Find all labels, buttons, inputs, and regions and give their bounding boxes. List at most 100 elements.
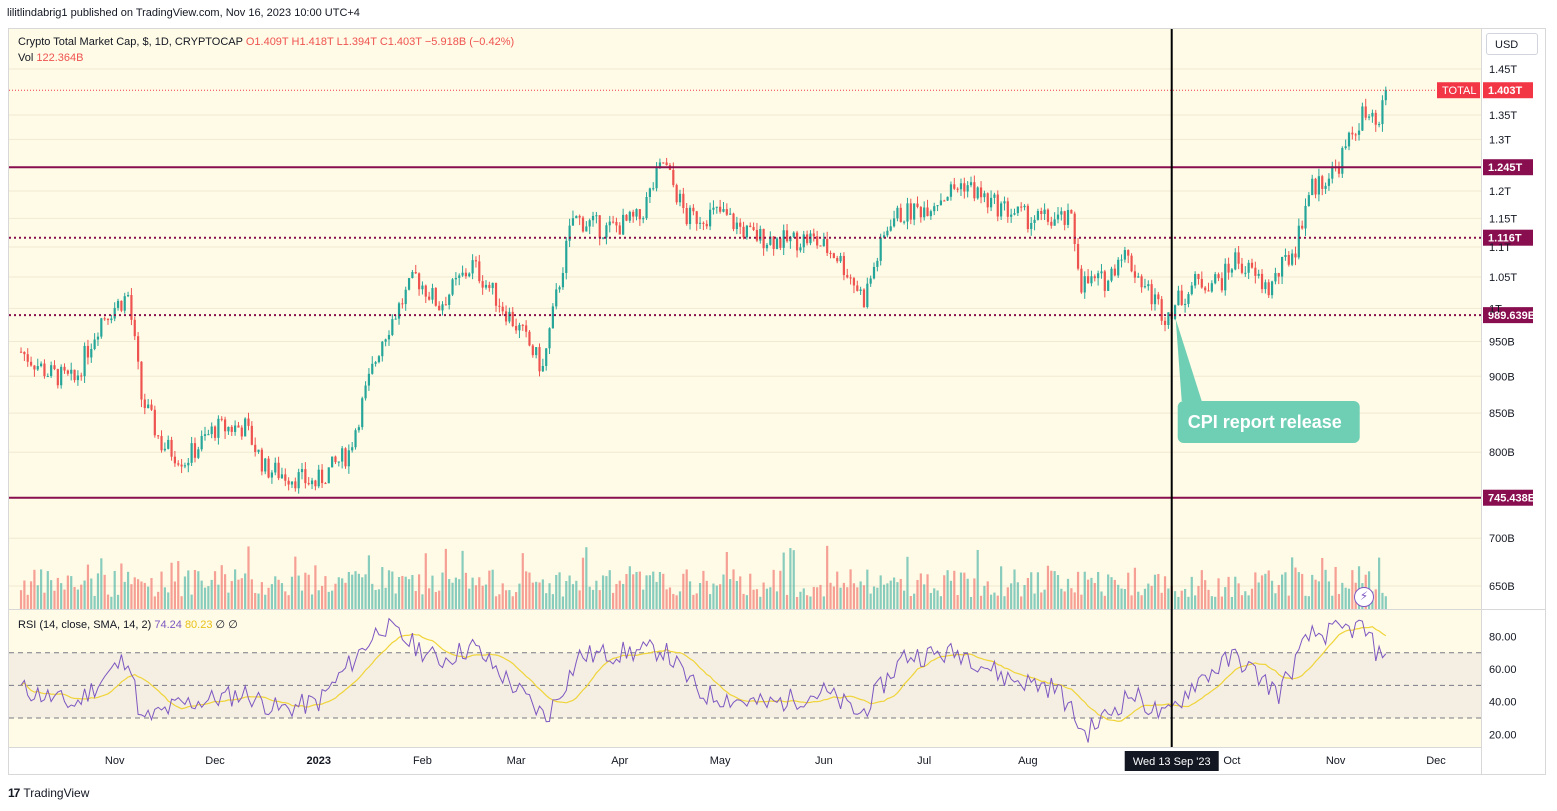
currency-button[interactable]: USD bbox=[1486, 33, 1538, 55]
volume-bar bbox=[983, 585, 986, 609]
candle-body bbox=[1180, 290, 1183, 305]
volume-bar bbox=[1217, 578, 1220, 609]
volume-bar bbox=[468, 588, 471, 609]
candle-body bbox=[471, 260, 474, 274]
candle-body bbox=[431, 288, 434, 300]
candle-body bbox=[56, 369, 59, 386]
volume-bar bbox=[551, 594, 554, 609]
volume-bar bbox=[143, 582, 146, 609]
volume-bar bbox=[53, 590, 56, 609]
volume-bar bbox=[428, 588, 431, 609]
volume-bar bbox=[889, 580, 892, 609]
volume-bar bbox=[1080, 594, 1083, 609]
candle-body bbox=[1177, 290, 1180, 306]
candle-body bbox=[913, 203, 916, 220]
volume-bar bbox=[1250, 588, 1254, 609]
price-tick-3: 1.2T bbox=[1489, 186, 1511, 198]
tradingview-brand[interactable]: 17 TradingView bbox=[8, 786, 89, 800]
volume-bar bbox=[1214, 596, 1217, 609]
volume-bar bbox=[103, 574, 106, 609]
candle-body bbox=[652, 188, 655, 190]
volume-bar bbox=[829, 582, 832, 609]
candle-body bbox=[752, 227, 755, 230]
volume-bar bbox=[628, 566, 631, 609]
volume-bar bbox=[341, 578, 344, 609]
volume-bar bbox=[1076, 571, 1080, 609]
price-tick-2: 1.3T bbox=[1489, 134, 1511, 146]
candle-body bbox=[832, 253, 835, 258]
volume-bar bbox=[735, 580, 738, 609]
volume-bar bbox=[1140, 595, 1143, 609]
volume-bar bbox=[1066, 578, 1070, 609]
volume-bar bbox=[946, 570, 949, 609]
last-price-tag-label: 1.403T bbox=[1488, 85, 1523, 97]
candle-body bbox=[1344, 146, 1347, 149]
time-tick-4: Mar bbox=[507, 755, 526, 767]
candle-body bbox=[387, 334, 391, 340]
candle-body bbox=[849, 277, 852, 279]
volume-bar bbox=[1284, 572, 1287, 609]
candle-body bbox=[949, 184, 953, 197]
price-tick-9: 900B bbox=[1489, 371, 1515, 383]
volume-bar bbox=[1030, 572, 1033, 609]
candle-body bbox=[1281, 257, 1284, 277]
candle-body bbox=[548, 328, 551, 349]
candle-body bbox=[317, 469, 320, 487]
volume-bar bbox=[494, 596, 498, 609]
volume-bar bbox=[919, 573, 922, 609]
volume-bar bbox=[1344, 587, 1347, 609]
candle-body bbox=[1378, 124, 1381, 126]
volume-bar bbox=[150, 578, 153, 609]
volume-bar bbox=[491, 569, 494, 609]
time-tick-10: Oct bbox=[1223, 755, 1240, 767]
candle-body bbox=[789, 236, 792, 242]
volume-bar bbox=[193, 569, 197, 609]
lightning-icon[interactable]: ⚡ bbox=[1354, 587, 1374, 607]
candle-body bbox=[1361, 106, 1364, 131]
candle-body bbox=[1307, 195, 1310, 206]
last-price-tag bbox=[1483, 82, 1533, 99]
volume-bar bbox=[785, 594, 789, 609]
candle-body bbox=[217, 418, 220, 438]
volume-bar bbox=[183, 576, 187, 609]
candle-body bbox=[284, 474, 287, 481]
volume-bar bbox=[173, 581, 177, 609]
volume-bar bbox=[438, 590, 441, 609]
candle-body bbox=[103, 318, 106, 320]
candle-body bbox=[812, 233, 815, 237]
candle-body bbox=[1043, 209, 1046, 214]
candle-body bbox=[1381, 100, 1384, 125]
candle-body bbox=[672, 169, 675, 186]
candle-body bbox=[816, 236, 819, 246]
candle-body bbox=[729, 213, 732, 215]
volume-bar bbox=[1311, 574, 1314, 609]
candle-body bbox=[963, 183, 966, 192]
volume-bar bbox=[832, 586, 835, 609]
volume-bar bbox=[70, 576, 73, 609]
volume-bar bbox=[1331, 595, 1334, 609]
volume-bar bbox=[521, 553, 524, 609]
time-axis[interactable]: Nov Dec 2023 Feb Mar Apr May Jun Jul Aug Oct Nov Dec… bbox=[105, 751, 1446, 771]
candle-body bbox=[846, 275, 849, 278]
price-tick-11: 800B bbox=[1489, 447, 1515, 459]
volume-bar bbox=[749, 573, 752, 609]
volume-bar bbox=[1073, 592, 1076, 609]
candle-body bbox=[759, 228, 762, 241]
volume-bar bbox=[1183, 588, 1187, 609]
volume-bar bbox=[765, 588, 769, 609]
volume-bar bbox=[244, 573, 247, 609]
price-axis[interactable]: 1.45T 1.35T 1.3T 1.2T 1.15T 1.1T 1.05T 1T 950B 90… bbox=[1489, 64, 1517, 593]
candle-body bbox=[575, 215, 578, 219]
volume-bar bbox=[227, 592, 230, 609]
high-value: H1.418T bbox=[291, 36, 334, 48]
volume-bar bbox=[304, 572, 307, 609]
volume-bar bbox=[317, 590, 320, 609]
volume-bar bbox=[712, 583, 715, 609]
candle-body bbox=[26, 354, 29, 362]
volume-bar bbox=[872, 586, 876, 609]
candle-body bbox=[568, 225, 571, 241]
volume-bar bbox=[1093, 582, 1096, 609]
candle-body bbox=[508, 311, 511, 322]
candle-body bbox=[40, 363, 43, 367]
